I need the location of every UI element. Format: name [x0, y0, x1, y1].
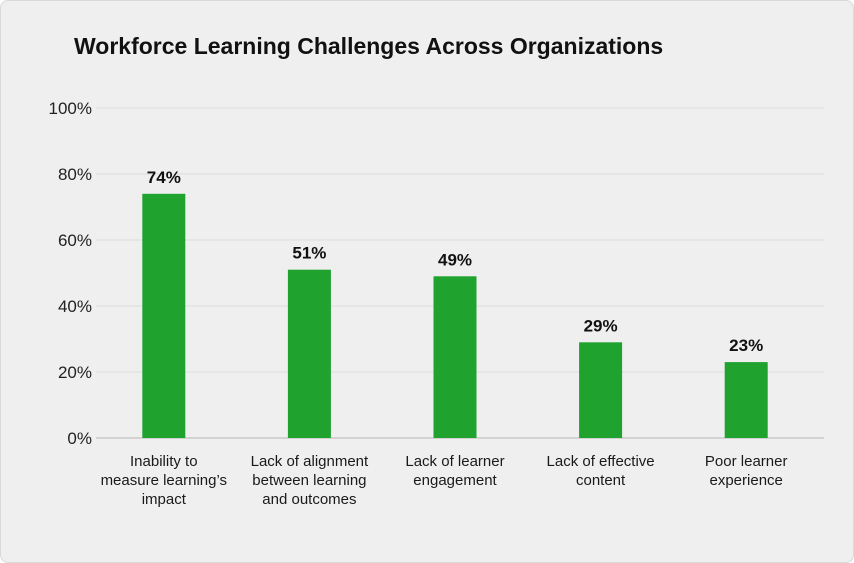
- y-tick-label: 40%: [58, 297, 92, 316]
- data-label: 49%: [438, 250, 472, 269]
- data-label: 74%: [147, 168, 181, 187]
- y-tick-label: 0%: [67, 429, 92, 448]
- x-tick-label: Poor learner experience: [705, 453, 788, 489]
- bar: [433, 276, 477, 438]
- y-tick-label: 20%: [58, 363, 92, 382]
- x-tick-label: Inability to measure learning’s impact: [101, 453, 227, 508]
- value-labels: 74% 51% 49% 29% 23%: [147, 168, 763, 355]
- bar: [142, 193, 186, 438]
- data-label: 23%: [729, 336, 763, 355]
- bar: [579, 342, 623, 438]
- y-axis-tick-labels: 0% 20% 40% 60% 80% 100%: [49, 99, 92, 448]
- y-tick-label: 60%: [58, 231, 92, 250]
- x-tick-label: Lack of learner engagement: [405, 453, 504, 489]
- y-tick-label: 80%: [58, 165, 92, 184]
- bar: [287, 269, 331, 438]
- chart-title: Workforce Learning Challenges Across Org…: [74, 33, 664, 59]
- x-tick-label: Lack of alignment between learning and out…: [251, 453, 369, 508]
- data-label: 51%: [292, 244, 326, 263]
- bar: [724, 362, 768, 438]
- y-tick-label: 100%: [49, 99, 92, 118]
- data-label: 29%: [584, 316, 618, 335]
- x-tick-label: Lack of effective content: [547, 453, 655, 489]
- x-axis-tick-labels: Inability to measure learning’s impact Lack…: [101, 453, 788, 508]
- bars: [142, 193, 768, 438]
